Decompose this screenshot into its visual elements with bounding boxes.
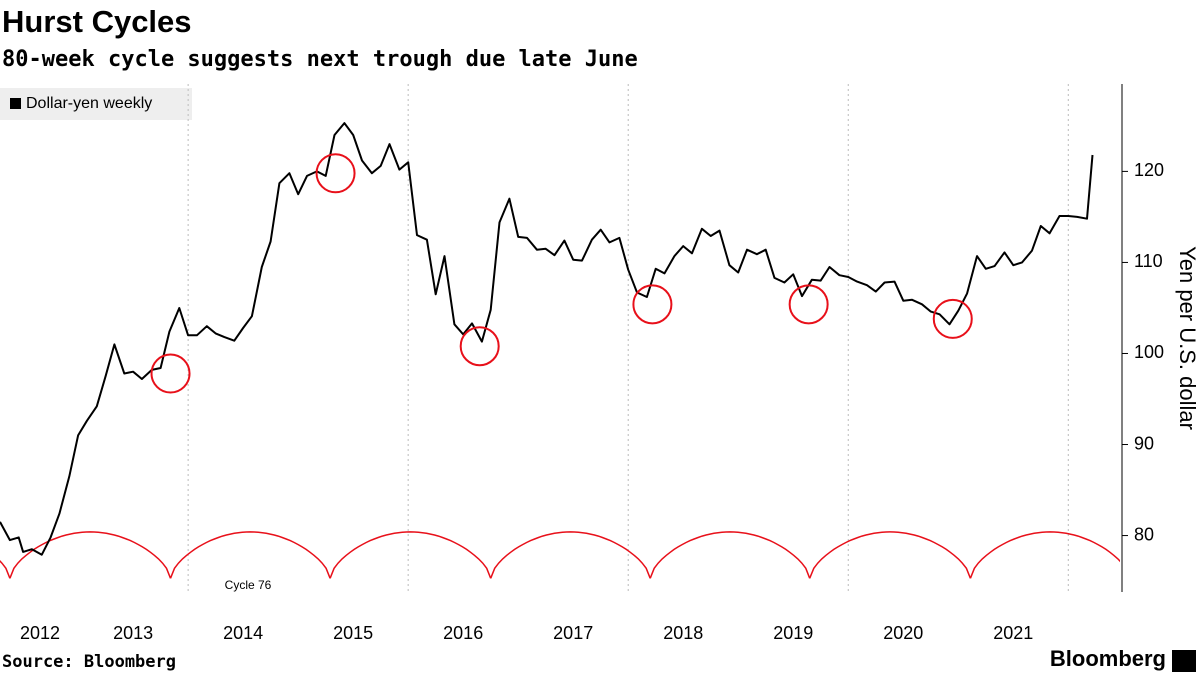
x-tick-label: 2019 [773, 623, 813, 643]
chart-title: Hurst Cycles [2, 4, 192, 39]
trough-circle [150, 353, 191, 394]
brand-icon [1172, 650, 1196, 672]
legend-label: Dollar-yen weekly [26, 95, 152, 112]
plot-area [0, 84, 1120, 592]
x-tick-label: 2015 [333, 623, 373, 643]
y-tick-label: 80 [1134, 524, 1154, 544]
cycle-arc [649, 531, 811, 579]
trough-circle [788, 284, 829, 325]
y-tick-label: 100 [1134, 342, 1164, 362]
price-line [0, 122, 1094, 556]
source: Source: Bloomberg [2, 652, 176, 672]
x-tick-label: 2017 [553, 623, 593, 643]
x-tick-label: 2014 [223, 623, 263, 643]
cycle-arc [809, 531, 972, 579]
chart-subtitle: 80-week cycle suggests next trough due l… [2, 47, 638, 72]
cycle-arc [169, 531, 331, 579]
x-tick-label: 2013 [113, 623, 153, 643]
x-tick-label: 2020 [883, 623, 923, 643]
trough-circle [315, 153, 356, 194]
x-tick-label: 2021 [993, 623, 1033, 643]
y-axis-title: Yen per U.S. dollar [1175, 246, 1200, 430]
trough-circle [932, 298, 973, 339]
trough-circle [459, 326, 500, 367]
brand: Bloomberg [1050, 646, 1166, 671]
trough-circle [632, 284, 673, 325]
y-tick-label: 90 [1134, 433, 1154, 453]
x-tick-label: 2018 [663, 623, 703, 643]
cycle-arc [329, 531, 492, 579]
legend-box [0, 88, 192, 120]
cycle-arc [9, 531, 172, 579]
cycle-arc [969, 531, 1120, 579]
x-tick-label: 2012 [20, 623, 60, 643]
cycle-arc [490, 531, 651, 579]
legend-swatch [10, 98, 21, 109]
x-tick-label: 2016 [443, 623, 483, 643]
y-tick-label: 120 [1134, 160, 1164, 180]
y-tick-label: 110 [1134, 251, 1163, 271]
cycle-label: Cycle 76 [225, 578, 272, 592]
